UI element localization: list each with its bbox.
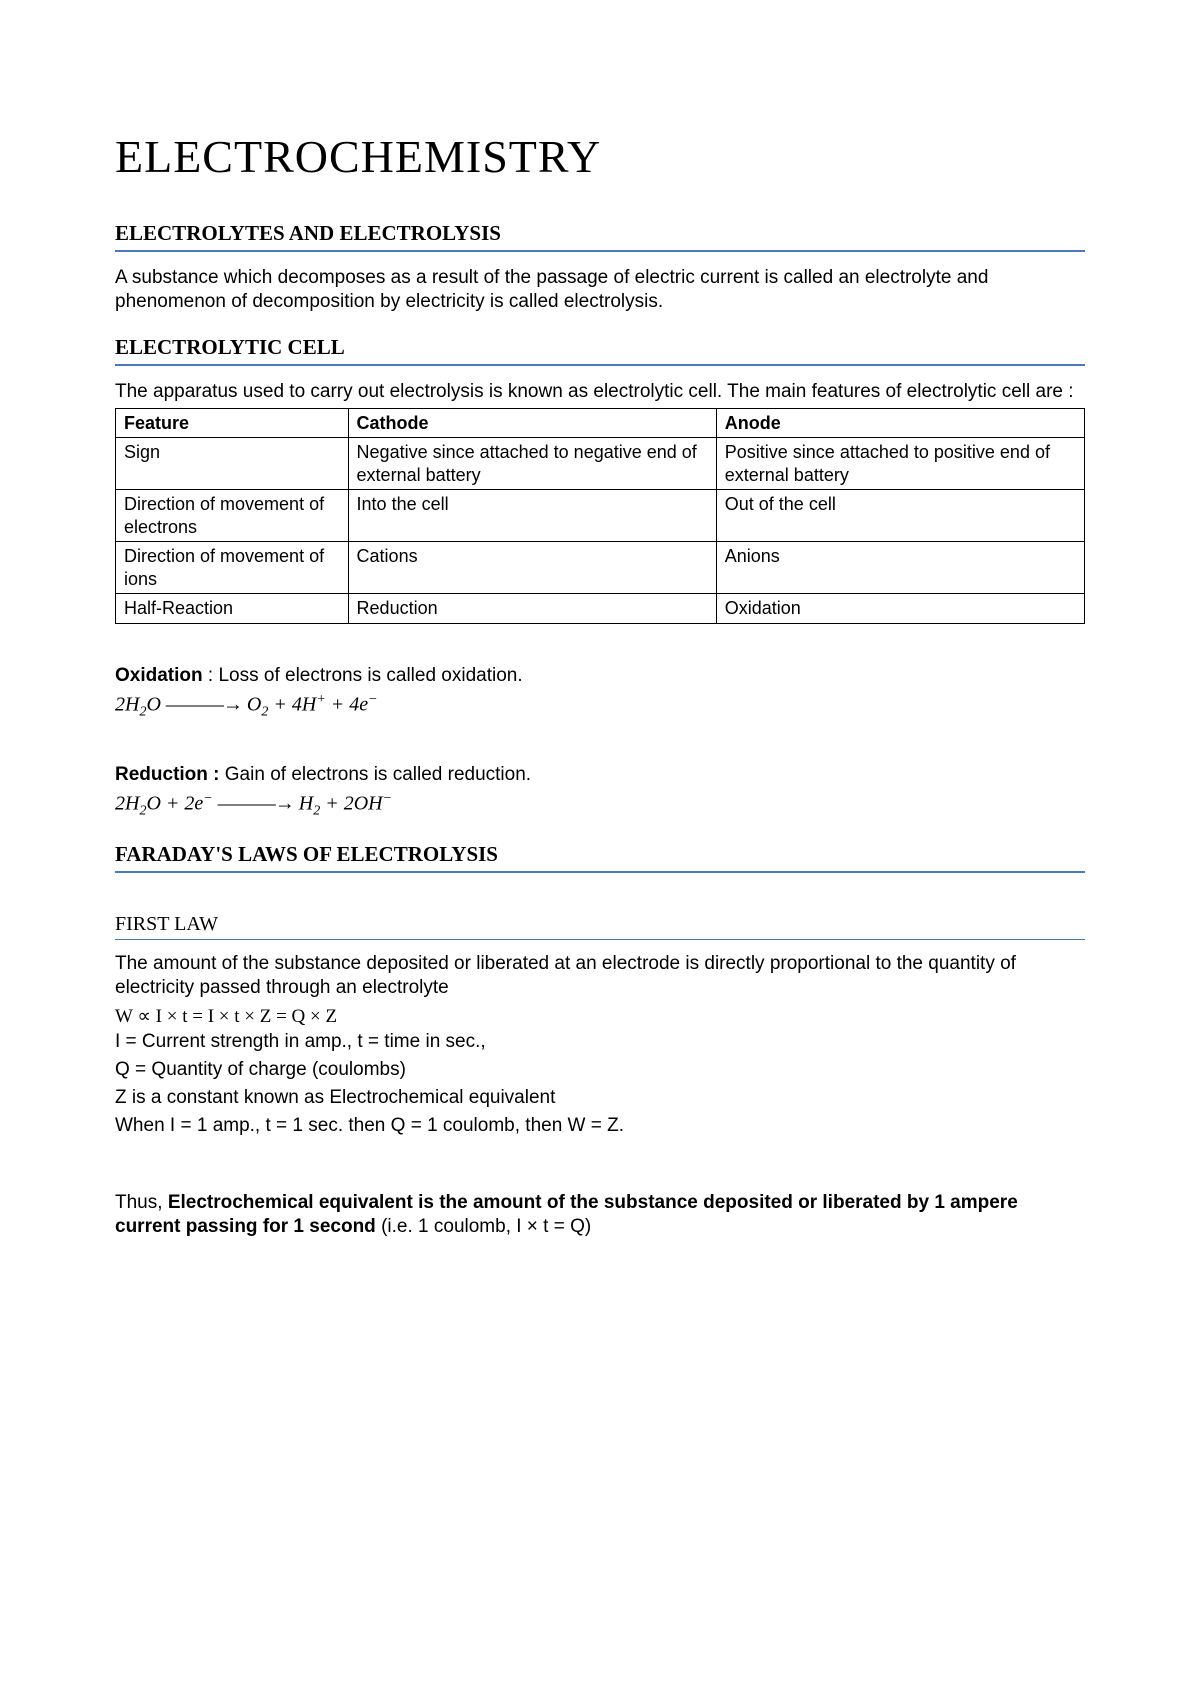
- table-cell: Direction of movement of electrons: [116, 490, 349, 542]
- section-electrolytes-heading: ELECTROLYTES AND ELECTROLYSIS: [115, 221, 1085, 252]
- reduction-formula: 2H2O + 2e− ———→ H2 + 2OH−: [115, 791, 1085, 820]
- table-cell: Half-Reaction: [116, 594, 349, 624]
- section-cell-intro: The apparatus used to carry out electrol…: [115, 380, 1085, 404]
- reduction-text: Gain of electrons is called reduction.: [220, 764, 532, 785]
- table-row: Direction of movement of ions Cations An…: [116, 542, 1085, 594]
- cell-features-table: Feature Cathode Anode Sign Negative sinc…: [115, 408, 1085, 624]
- section-cell-heading: ELECTROLYTIC CELL: [115, 335, 1085, 366]
- first-law-line1: I = Current strength in amp., t = time i…: [115, 1030, 1085, 1054]
- table-row: Sign Negative since attached to negative…: [116, 438, 1085, 490]
- first-law-heading: FIRST LAW: [115, 913, 1085, 940]
- table-cell: Sign: [116, 438, 349, 490]
- reduction-definition: Reduction : Gain of electrons is called …: [115, 763, 1085, 787]
- section-electrolytes-body: A substance which decomposes as a result…: [115, 266, 1085, 315]
- conclusion-post: (i.e. 1 coulomb, I × t = Q): [376, 1216, 591, 1237]
- table-row: Direction of movement of electrons Into …: [116, 490, 1085, 542]
- table-cell: Oxidation: [716, 594, 1084, 624]
- section-faraday-heading: FARADAY'S LAWS OF ELECTROLYSIS: [115, 842, 1085, 873]
- first-law-body: The amount of the substance deposited or…: [115, 952, 1085, 1001]
- oxidation-label: Oxidation: [115, 665, 203, 686]
- oxidation-definition: Oxidation : Loss of electrons is called …: [115, 664, 1085, 688]
- table-row: Half-Reaction Reduction Oxidation: [116, 594, 1085, 624]
- table-cell: Anions: [716, 542, 1084, 594]
- table-cell: Positive since attached to positive end …: [716, 438, 1084, 490]
- table-cell: Negative since attached to negative end …: [348, 438, 716, 490]
- col-header-feature: Feature: [116, 408, 349, 438]
- first-law-line4: When I = 1 amp., t = 1 sec. then Q = 1 c…: [115, 1114, 1085, 1138]
- conclusion-pre: Thus,: [115, 1192, 168, 1213]
- conclusion-paragraph: Thus, Electrochemical equivalent is the …: [115, 1191, 1085, 1240]
- table-cell: Out of the cell: [716, 490, 1084, 542]
- first-law-line3: Z is a constant known as Electrochemical…: [115, 1086, 1085, 1110]
- col-header-cathode: Cathode: [348, 408, 716, 438]
- oxidation-formula: 2H2O ———→ O2 + 4H+ + 4e−: [115, 692, 1085, 721]
- table-cell: Cations: [348, 542, 716, 594]
- col-header-anode: Anode: [716, 408, 1084, 438]
- table-cell: Reduction: [348, 594, 716, 624]
- first-law-line2: Q = Quantity of charge (coulombs): [115, 1058, 1085, 1082]
- table-header-row: Feature Cathode Anode: [116, 408, 1085, 438]
- table-cell: Into the cell: [348, 490, 716, 542]
- table-cell: Direction of movement of ions: [116, 542, 349, 594]
- first-law-equation: W ∝ I × t = I × t × Z = Q × Z: [115, 1005, 1085, 1028]
- reduction-label: Reduction :: [115, 764, 220, 785]
- oxidation-text: : Loss of electrons is called oxidation.: [203, 665, 523, 686]
- page-title: ELECTROCHEMISTRY: [115, 130, 1085, 183]
